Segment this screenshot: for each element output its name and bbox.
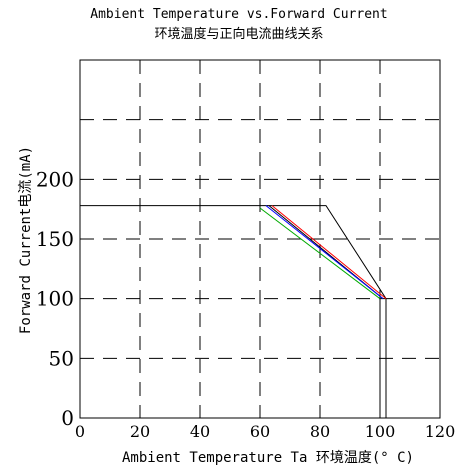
- y-axis-label: Forward Current电流(mA): [18, 146, 34, 334]
- series-line-5: [259, 207, 381, 300]
- chart-subtitle: 环境温度与正向电流曲线关系: [154, 26, 323, 42]
- plot-frame: [79, 59, 441, 419]
- y-tick-label: 150: [36, 227, 74, 251]
- y-tick-label: 0: [61, 406, 74, 430]
- series-line-3: [271, 205, 387, 300]
- x-tick-label: 80: [310, 422, 330, 441]
- x-tick-label: 120: [425, 422, 456, 441]
- chart-title: Ambient Temperature vs.Forward Current: [90, 7, 387, 22]
- x-tick-label: 60: [250, 422, 270, 441]
- x-tick-label: 100: [365, 422, 396, 441]
- y-tick-label: 100: [36, 287, 74, 311]
- series-layer: [80, 205, 387, 418]
- x-tick-label: 20: [130, 422, 150, 441]
- x-tick-labels: 0 20 40 60 80 100 120: [75, 422, 455, 441]
- y-tick-label: 50: [49, 346, 74, 370]
- x-tick-label: 0: [75, 422, 85, 441]
- series-line-0: [80, 205, 387, 418]
- y-tick-label: 200: [36, 167, 74, 191]
- x-tick-label: 40: [190, 422, 210, 441]
- y-tick-labels: 0 50 100 150 200: [36, 167, 74, 430]
- series-line-4: [265, 205, 384, 300]
- x-axis-label: Ambient Temperature Ta 环境温度(° C): [122, 450, 414, 466]
